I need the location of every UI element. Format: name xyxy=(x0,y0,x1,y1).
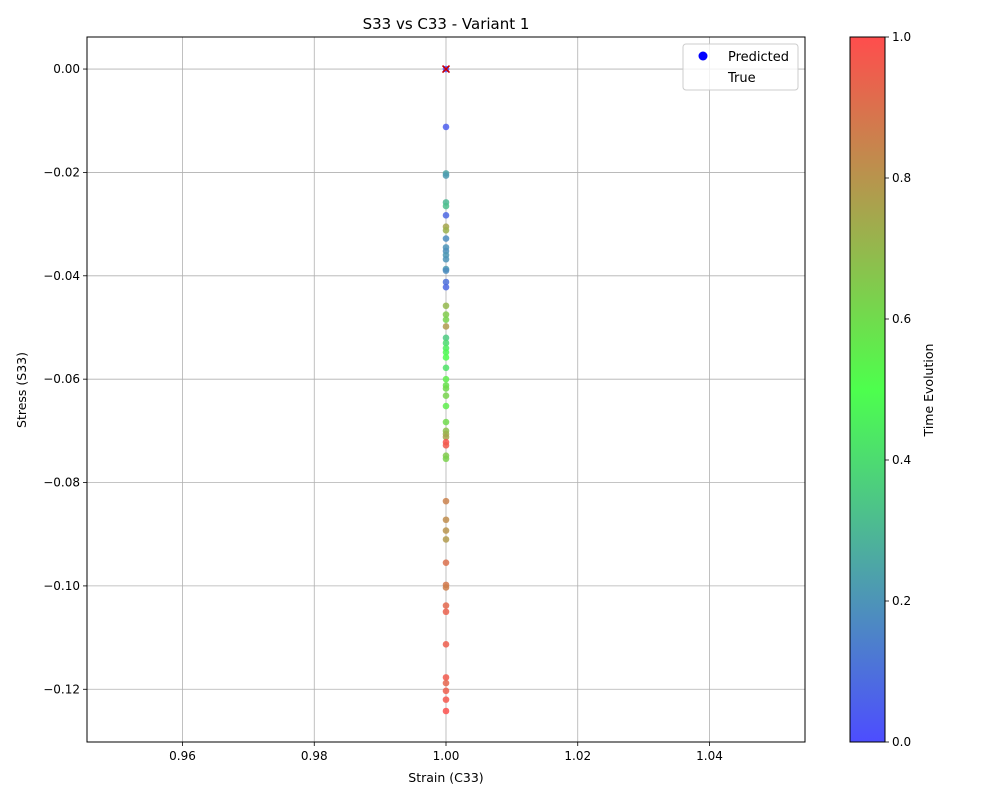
data-point xyxy=(442,602,450,609)
colorbar-tick-label: 0.6 xyxy=(892,312,911,326)
data-point xyxy=(442,278,450,286)
x-tick-label: 0.96 xyxy=(169,749,196,763)
data-point xyxy=(442,123,450,131)
data-point xyxy=(442,339,450,347)
colorbar-tick-label: 0.0 xyxy=(892,735,911,749)
data-point xyxy=(442,707,450,715)
y-tick-label: −0.04 xyxy=(43,269,80,283)
colorbar-ticks: 0.0 0.2 0.4 0.6 0.8 1.0 xyxy=(885,30,911,749)
y-tick-label: −0.08 xyxy=(43,476,80,490)
data-point xyxy=(442,267,450,274)
x-tick-label: 1.00 xyxy=(433,749,460,763)
data-point xyxy=(442,348,450,356)
data-point xyxy=(442,584,450,591)
data-point xyxy=(442,255,450,263)
colorbar-tick-label: 0.4 xyxy=(892,453,911,467)
data-point xyxy=(442,608,450,616)
data-point xyxy=(442,283,450,291)
data-point xyxy=(442,418,450,426)
colorbar-tick-label: 1.0 xyxy=(892,30,911,44)
chart-title: S33 vs C33 - Variant 1 xyxy=(363,15,530,33)
colorbar-tick-label: 0.8 xyxy=(892,171,911,185)
y-axis-ticks: 0.00 −0.02 −0.04 −0.06 −0.08 −0.10 −0.12 xyxy=(43,62,87,696)
y-tick-label: −0.06 xyxy=(43,372,80,386)
colorbar-tick-label: 0.2 xyxy=(892,594,911,608)
data-point xyxy=(442,433,450,441)
data-point xyxy=(442,527,450,534)
data-point xyxy=(442,375,450,383)
data-point xyxy=(442,354,450,361)
legend-box xyxy=(682,43,799,91)
data-point xyxy=(442,212,450,219)
data-point xyxy=(442,202,450,210)
x-tick-label: 0.98 xyxy=(301,749,328,763)
data-point xyxy=(442,172,450,179)
data-point xyxy=(442,455,450,463)
data-point xyxy=(442,302,450,310)
y-tick-label: −0.10 xyxy=(43,579,80,593)
legend-label-true: True xyxy=(727,71,756,86)
data-point xyxy=(442,385,450,392)
x-tick-label: 1.02 xyxy=(564,749,591,763)
data-point xyxy=(442,559,450,566)
y-tick-label: −0.12 xyxy=(43,682,80,696)
data-point xyxy=(442,536,450,543)
legend: Predicted True xyxy=(682,43,799,91)
data-point xyxy=(442,674,450,681)
data-point xyxy=(442,311,450,318)
true-point-marker xyxy=(441,64,451,74)
legend-marker-predicted xyxy=(698,51,708,61)
data-point xyxy=(442,323,450,330)
colorbar-label: Time Evolution xyxy=(921,344,936,438)
colorbar-gradient xyxy=(849,36,886,743)
data-point xyxy=(442,497,450,505)
data-point xyxy=(442,641,450,648)
data-point xyxy=(442,334,450,342)
x-tick-label: 1.04 xyxy=(696,749,723,763)
y-tick-label: −0.02 xyxy=(43,165,80,179)
true-markers xyxy=(441,64,451,74)
data-point xyxy=(442,235,450,242)
colorbar: 0.0 0.2 0.4 0.6 0.8 1.0 Time Evolution xyxy=(849,30,936,749)
y-axis-label: Stress (S33) xyxy=(14,352,29,428)
data-point xyxy=(442,442,450,449)
x-axis-label: Strain (C33) xyxy=(408,770,483,785)
data-point xyxy=(442,679,450,687)
data-point xyxy=(442,316,450,324)
data-point xyxy=(442,227,450,234)
data-point xyxy=(442,696,450,703)
data-point xyxy=(442,516,450,524)
data-point xyxy=(442,402,450,410)
data-point xyxy=(442,687,450,695)
x-axis-ticks: 0.96 0.98 1.00 1.02 1.04 xyxy=(169,742,723,763)
data-points xyxy=(442,65,450,715)
data-point xyxy=(442,392,450,400)
data-point xyxy=(442,364,450,372)
legend-label-predicted: Predicted xyxy=(728,50,789,65)
y-tick-label: 0.00 xyxy=(53,62,80,76)
